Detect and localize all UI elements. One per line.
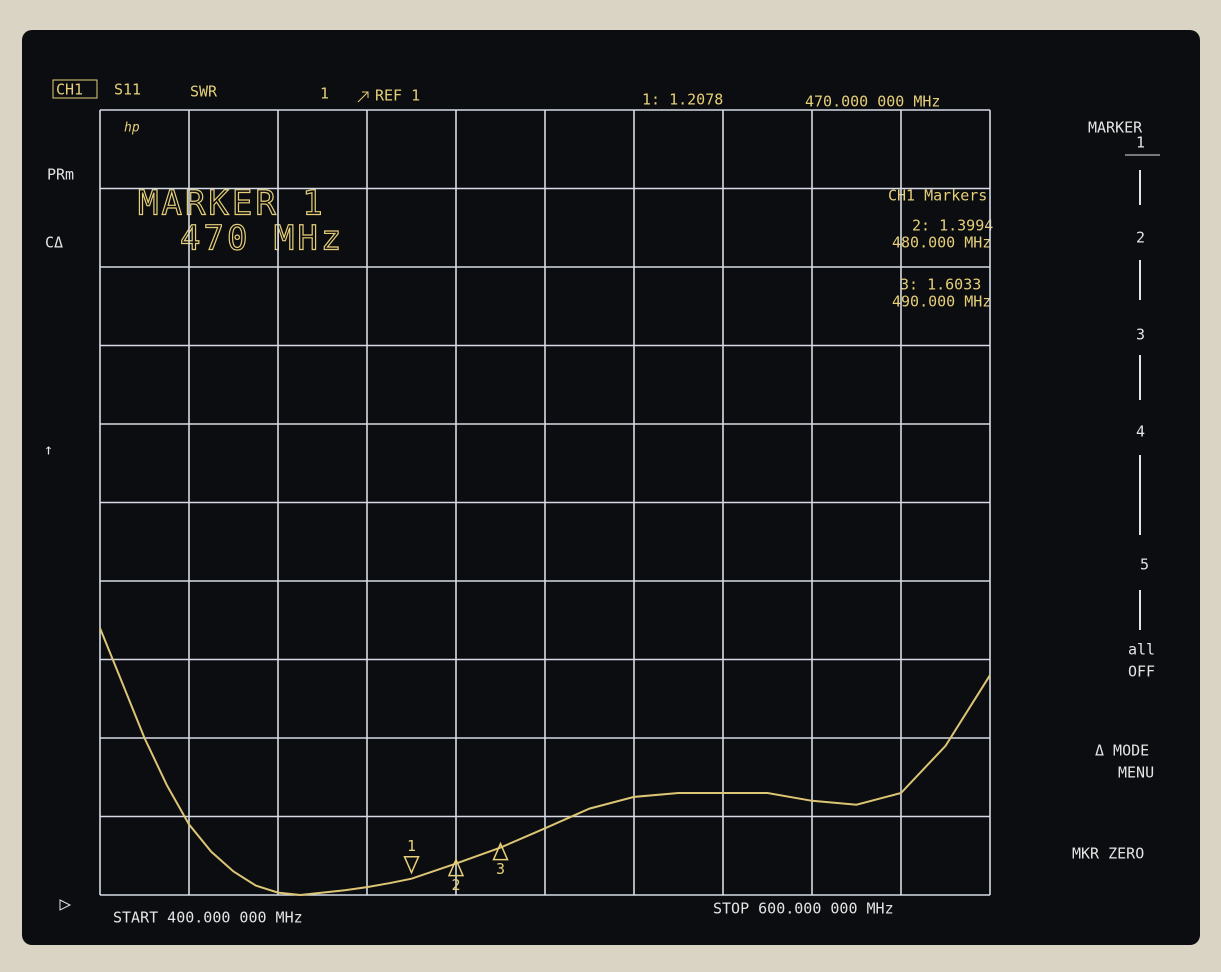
- softkey-mode[interactable]: Δ MODE: [1095, 742, 1149, 760]
- left-label: CΔ: [45, 234, 63, 252]
- softkey[interactable]: 3: [1136, 326, 1145, 344]
- softkey-menu[interactable]: MENU: [1118, 764, 1154, 782]
- trace-marker: [447, 857, 465, 877]
- softkey-all[interactable]: all: [1128, 641, 1155, 659]
- softkey-title[interactable]: MARKER: [1088, 119, 1143, 137]
- marker-value: 3: 1.6033: [900, 276, 981, 294]
- softkey-off[interactable]: OFF: [1128, 663, 1155, 681]
- marker-frequency: 490.000 MHz: [892, 293, 991, 311]
- softkey[interactable]: 2: [1136, 229, 1145, 247]
- softkey-zero[interactable]: MKR ZERO: [1072, 845, 1144, 863]
- left-label: PRm: [47, 166, 74, 184]
- trace-marker-label: 3: [496, 860, 505, 878]
- logo: hp: [124, 121, 140, 136]
- ref-arrow: [357, 91, 369, 103]
- softkey[interactable]: 5: [1140, 556, 1149, 574]
- active-marker: 1: 1.2078: [642, 91, 723, 109]
- stop: STOP 600.000 000 MHz: [713, 900, 894, 918]
- trace-marker: [492, 841, 509, 861]
- active-frequency: 470.000 000 MHz: [805, 93, 940, 111]
- softkey[interactable]: 4: [1136, 423, 1145, 441]
- ref-pointer: [59, 899, 72, 911]
- scale: 1: [320, 85, 329, 103]
- marker-banner-frequency: 470 MHz: [180, 219, 344, 259]
- marker-banner-title: MARKER 1: [138, 184, 326, 224]
- channel: CH1: [56, 81, 83, 99]
- screen: [22, 30, 1200, 945]
- left-label: ↑: [44, 441, 53, 459]
- trace-marker-label: 2: [451, 876, 460, 894]
- marker-frequency: 480.000 MHz: [892, 234, 991, 252]
- softkey[interactable]: 1: [1136, 134, 1145, 152]
- parameter: S11: [114, 81, 141, 99]
- reference: REF 1: [375, 87, 420, 105]
- trace-marker-label: 1: [407, 837, 416, 855]
- marker-list-title: CH1 Markers: [888, 187, 987, 205]
- plot: 1 2 3: [99, 627, 991, 897]
- trace-marker: [403, 855, 420, 875]
- start: START 400.000 000 MHz: [113, 909, 303, 927]
- channel-box: [52, 79, 98, 99]
- marker-value: 2: 1.3994: [912, 217, 993, 235]
- format: SWR: [190, 83, 218, 101]
- trace: [99, 627, 991, 897]
- grid: [99, 109, 991, 896]
